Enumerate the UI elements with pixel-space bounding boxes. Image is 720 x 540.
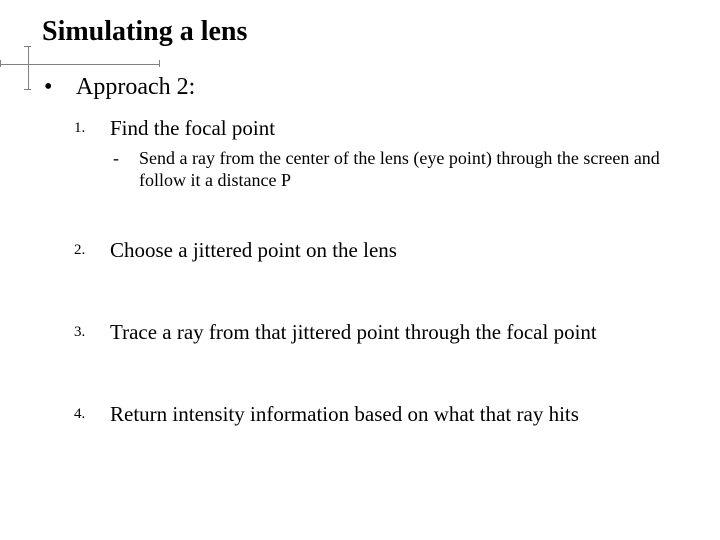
sub-marker: -	[113, 148, 139, 169]
list-text: Return intensity information based on wh…	[110, 402, 670, 427]
list-item: 1.Find the focal point	[74, 116, 684, 141]
bullet-marker: •	[44, 74, 76, 101]
axis-tick	[159, 60, 160, 67]
axis-tick	[0, 60, 1, 67]
list-number: 1.	[74, 116, 110, 137]
sub-text: Send a ray from the center of the lens (…	[139, 148, 679, 191]
bullet-text: Approach 2:	[76, 74, 195, 100]
list-text: Trace a ray from that jittered point thr…	[110, 320, 670, 345]
list-number: 2.	[74, 238, 110, 259]
slide-title: Simulating a lens	[42, 16, 247, 48]
axis-tick	[24, 46, 31, 47]
list-item: 4.Return intensity information based on …	[74, 402, 684, 427]
sub-item: -Send a ray from the center of the lens …	[113, 148, 683, 191]
axis-tick	[24, 89, 31, 90]
bullet-level1: •Approach 2:	[44, 74, 195, 101]
axis-vertical	[28, 46, 29, 90]
list-number: 4.	[74, 402, 110, 423]
list-text: Choose a jittered point on the lens	[110, 238, 670, 263]
list-item: 2.Choose a jittered point on the lens	[74, 238, 684, 263]
list-text: Find the focal point	[110, 116, 670, 141]
slide: Simulating a lens •Approach 2: 1.Find th…	[0, 0, 720, 540]
list-number: 3.	[74, 320, 110, 341]
list-item: 3.Trace a ray from that jittered point t…	[74, 320, 684, 345]
axis-horizontal	[0, 64, 160, 65]
